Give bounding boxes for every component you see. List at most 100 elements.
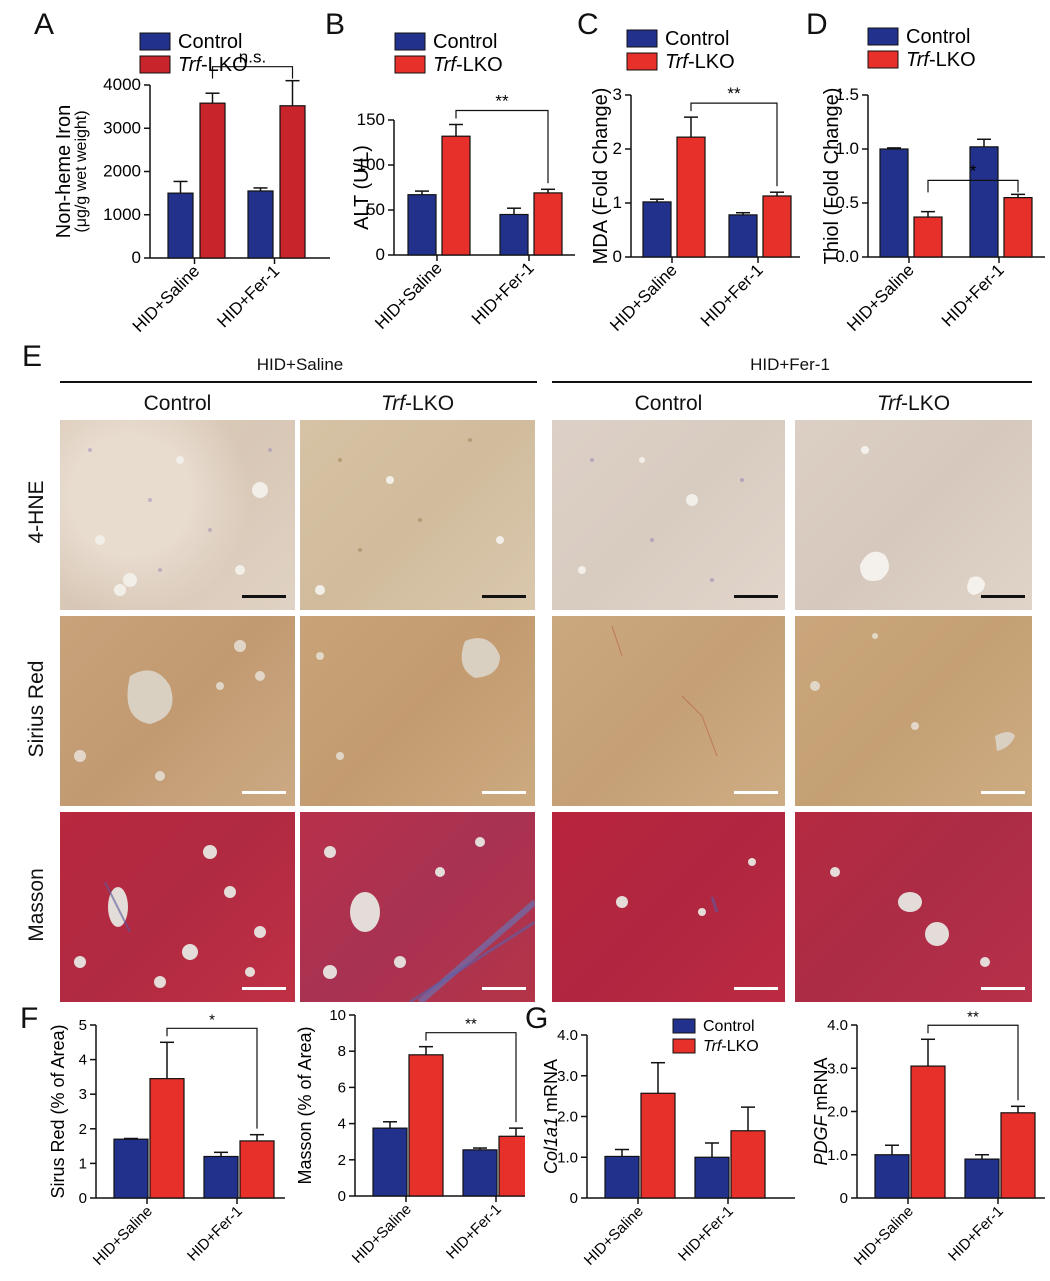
chart-d-thiol: 0.0 0.5 1.0 1.5 HID+Saline HID+Fer-1 * Thiol (F… <box>821 26 1045 335</box>
chart-plot: 0 1.0 2.0 3.0 4.0 HID+Saline HID+Fer-1 ** PDGF m… <box>811 1008 1045 1269</box>
chart-plot: 0 1.0 2.0 3.0 4.0 HID+Saline HID+Fer-1 Col1a1 m… <box>541 1018 795 1269</box>
chart-plot: 0 1 2 3 HID+Saline HID+Fer-1 ** MDA (Fold Chang… <box>590 28 800 335</box>
bar-control-hid-saline <box>113 1138 149 1199</box>
bar-trf-lko-hid-fer-1 <box>239 1140 275 1199</box>
bar-control-hid-saline <box>604 1155 640 1199</box>
bar-control-hid-saline <box>874 1154 910 1199</box>
bar-control-hid-fer-1 <box>462 1149 498 1197</box>
legend-swatch <box>867 27 899 46</box>
panel-letter-a: A <box>34 8 55 41</box>
significance-label: ** <box>967 1008 979 1025</box>
x-tick-label: HID+Fer-1 <box>213 261 283 331</box>
significance-label: ** <box>465 1016 477 1033</box>
bar-trf-lko-hid-saline <box>676 136 706 258</box>
bar-trf-lko-hid-saline <box>910 1065 946 1199</box>
y-tick-label: 8 <box>338 1043 346 1060</box>
x-tick-label: HID+Fer-1 <box>697 260 767 330</box>
y-tick-label: 0 <box>570 1190 578 1207</box>
significance-bracket <box>425 1032 517 1123</box>
bar-trf-lko-hid-saline <box>408 1054 444 1197</box>
micrograph-masson-saline-control <box>60 812 295 1002</box>
legend-label-trf-lko: Trf-LKO <box>665 51 735 73</box>
bar-control-hid-fer-1 <box>203 1155 239 1199</box>
bar-trf-lko-hid-saline <box>913 216 943 258</box>
legend-swatch <box>626 52 658 71</box>
y-tick-label: 50 <box>366 200 385 219</box>
legend-label-control: Control <box>433 31 497 53</box>
scale-bar <box>482 987 526 990</box>
significance-bracket <box>166 1027 258 1129</box>
legend-swatch <box>672 1038 696 1054</box>
significance-bracket <box>927 1024 1019 1101</box>
bar-trf-lko-hid-fer-1 <box>762 195 792 258</box>
x-tick-label: HID+Saline <box>90 1203 156 1269</box>
y-tick-label: 1.0 <box>835 139 859 158</box>
chart-plot: 0 50 100 150 HID+Saline HID+Fer-1 ** ALT (U/L) C… <box>351 31 575 333</box>
micrograph-sirius-fer1-control <box>552 616 785 806</box>
y-tick-label: 2.0 <box>557 1109 578 1126</box>
micrograph-masson-fer1-control <box>552 812 785 1002</box>
row-label-4-hne: 4-HNE <box>25 480 48 544</box>
y-axis-label: Non-heme Iron <box>53 105 75 238</box>
bar-trf-lko-hid-fer-1 <box>279 105 306 259</box>
y-tick-label: 2 <box>79 1121 87 1138</box>
row-label-masson: Masson <box>25 868 48 942</box>
legend-label-trf-lko: Trf-LKO <box>906 49 976 71</box>
y-tick-label: 3 <box>79 1086 87 1103</box>
legend-label-control: Control <box>178 31 242 53</box>
y-axis-label: PDGF mRNA <box>811 1057 831 1165</box>
bar-control-hid-saline <box>167 192 194 259</box>
legend-swatch <box>394 32 426 51</box>
y-axis-label: Sirus Red (% of Area) <box>48 1024 68 1198</box>
bar-control-hid-fer-1 <box>964 1158 1000 1199</box>
column-header-control-2: Control <box>634 392 703 415</box>
y-tick-label: 0.0 <box>835 247 859 266</box>
chart-f-masson: 0 2 4 6 8 10 HID+Saline HID+Fer-1 ** Masson (% of… <box>295 1007 525 1267</box>
panel-letter-c: C <box>577 8 599 41</box>
x-tick-label: HID+Saline <box>606 260 681 335</box>
micrograph-4hne-saline-trf <box>300 420 535 610</box>
y-axis-label-units: (μg/g wet weight) <box>73 110 90 232</box>
bar-control-hid-saline <box>879 148 909 258</box>
group-rule-fer1 <box>552 381 1032 383</box>
y-tick-label: 4.0 <box>827 1017 848 1034</box>
y-tick-label: 1.0 <box>557 1149 578 1166</box>
x-tick-label: HID+Fer-1 <box>443 1201 505 1263</box>
chart-b-alt: 0 50 100 150 HID+Saline HID+Fer-1 ** ALT (U/L) C… <box>351 31 575 333</box>
panel-letter-f: F <box>20 1002 39 1035</box>
significance-label: n.s. <box>239 48 266 67</box>
chart-c-mda: 0 1 2 3 HID+Saline HID+Fer-1 ** MDA (Fold Chang… <box>590 28 800 335</box>
y-tick-label: 1 <box>79 1155 87 1172</box>
bar-control-hid-fer-1 <box>969 146 999 258</box>
legend-swatch <box>867 50 899 69</box>
y-tick-label: 3000 <box>103 118 141 137</box>
bar-trf-lko-hid-fer-1 <box>1003 197 1033 258</box>
y-tick-label: 1 <box>613 193 622 212</box>
micrograph-masson-fer1-trf <box>795 812 1032 1002</box>
y-tick-label: 3.0 <box>827 1060 848 1077</box>
x-tick-label: HID+Fer-1 <box>945 1203 1007 1265</box>
y-tick-label: 0.5 <box>835 193 859 212</box>
bar-trf-lko-hid-fer-1 <box>730 1130 766 1199</box>
y-tick-label: 2 <box>338 1152 346 1169</box>
x-tick-label: HID+Fer-1 <box>184 1203 246 1265</box>
y-tick-label: 0 <box>79 1190 87 1207</box>
legend-label-control: Control <box>665 28 729 50</box>
bar-control-hid-fer-1 <box>247 190 274 259</box>
significance-label: ** <box>727 84 741 103</box>
chart-plot: 0.0 0.5 1.0 1.5 HID+Saline HID+Fer-1 * Thiol (F… <box>821 26 1045 335</box>
legend-swatch <box>394 55 426 74</box>
bar-trf-lko-hid-fer-1 <box>498 1135 525 1197</box>
legend-swatch <box>139 55 171 74</box>
y-axis-label: MDA (Fold Change) <box>590 88 612 265</box>
y-tick-label: 2000 <box>103 162 141 181</box>
y-tick-label: 4.0 <box>557 1027 578 1044</box>
y-tick-label: 3.0 <box>557 1068 578 1085</box>
row-label-sirius-red: Sirius Red <box>25 660 48 758</box>
legend-label-trf-lko: Trf-LKO <box>433 54 503 76</box>
bar-control-hid-fer-1 <box>499 213 529 256</box>
